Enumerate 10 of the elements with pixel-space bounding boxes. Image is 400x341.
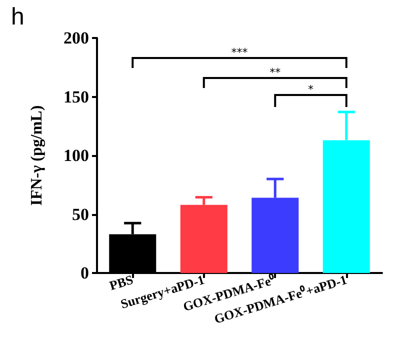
y-tick-label: 100 bbox=[64, 146, 89, 165]
y-axis-title: IFN-γ (pg/mL) bbox=[28, 105, 46, 206]
chart-title: h bbox=[11, 4, 24, 30]
y-tick-label: 0 bbox=[80, 264, 89, 282]
y-tick-label: 200 bbox=[64, 28, 89, 48]
annotation: ** bbox=[270, 66, 282, 79]
y-tick-label: 50 bbox=[72, 204, 89, 224]
y-tick-label: 150 bbox=[64, 87, 89, 106]
annotation: *** bbox=[231, 46, 248, 59]
annotation: * bbox=[308, 83, 314, 96]
